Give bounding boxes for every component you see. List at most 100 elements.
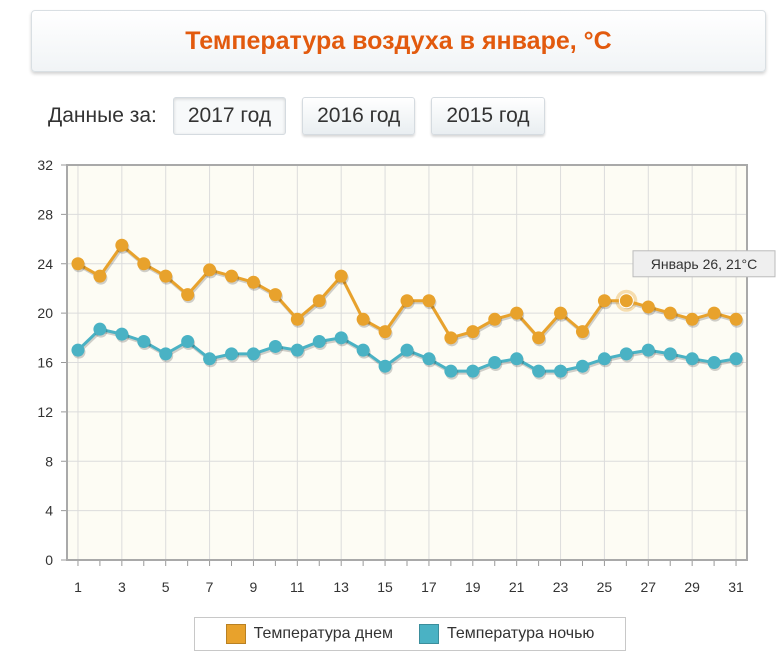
data-point — [488, 312, 502, 326]
data-point — [707, 356, 721, 369]
x-tick-label: 11 — [290, 579, 305, 595]
data-point — [575, 325, 589, 339]
data-point — [663, 347, 677, 361]
x-tick-label: 23 — [553, 579, 569, 595]
data-point — [115, 238, 129, 252]
data-point — [685, 352, 699, 366]
year-selector: Данные за: 2017 год 2016 год 2015 год — [48, 96, 561, 136]
data-point — [641, 343, 655, 357]
data-point — [246, 347, 260, 361]
legend-item-night[interactable]: Температура ночью — [419, 624, 594, 644]
data-point — [400, 294, 414, 308]
x-tick-label: 5 — [162, 579, 170, 595]
data-point — [422, 352, 436, 366]
data-point — [203, 263, 217, 277]
legend-label-night: Температура ночью — [447, 625, 595, 642]
data-point — [554, 364, 568, 378]
year-button-2017[interactable]: 2017 год — [172, 97, 287, 135]
legend-swatch-night — [419, 624, 439, 644]
tooltip-text: Январь 26, 21°C — [651, 256, 758, 272]
x-tick-label: 9 — [250, 579, 258, 595]
data-point — [312, 294, 326, 308]
data-point — [466, 364, 480, 378]
data-point — [356, 343, 370, 357]
data-point — [268, 288, 282, 302]
x-tick-label: 21 — [509, 579, 525, 595]
data-point — [619, 347, 633, 361]
legend-swatch-day — [225, 624, 246, 644]
x-tick-label: 7 — [206, 579, 214, 595]
y-tick-label: 24 — [37, 256, 53, 272]
x-tick-label: 19 — [465, 579, 481, 595]
data-point — [181, 335, 195, 349]
data-point — [225, 347, 239, 361]
data-point — [378, 325, 392, 339]
x-tick-label: 27 — [641, 579, 657, 595]
data-point — [444, 364, 458, 378]
data-point — [137, 335, 151, 349]
plot-frame — [66, 164, 748, 561]
data-point — [729, 352, 743, 366]
data-point — [597, 294, 611, 308]
y-tick-label: 0 — [45, 552, 53, 568]
data-point — [378, 359, 392, 373]
data-point — [268, 339, 282, 353]
data-point — [488, 356, 502, 369]
data-point — [663, 306, 677, 320]
x-tick-label: 31 — [728, 579, 744, 595]
data-point — [641, 300, 655, 314]
data-point — [575, 359, 589, 373]
title-panel: Температура воздуха в январе, °C — [31, 10, 766, 72]
data-point — [225, 269, 239, 283]
data-point — [334, 331, 348, 345]
data-point — [93, 269, 107, 283]
x-tick-label: 29 — [684, 579, 700, 595]
chart-legend: Температура днем Температура ночью — [194, 617, 626, 651]
data-point — [290, 343, 304, 357]
data-point — [532, 364, 546, 378]
data-point — [290, 312, 304, 326]
data-point — [707, 306, 721, 320]
y-tick-label: 8 — [45, 453, 53, 469]
y-tick-label: 12 — [37, 404, 53, 420]
data-point — [115, 327, 129, 341]
data-point — [532, 331, 546, 345]
y-tick-label: 4 — [45, 503, 53, 519]
year-button-2016[interactable]: 2016 год — [302, 97, 416, 135]
data-point — [685, 312, 699, 326]
data-point — [422, 294, 436, 308]
data-point — [71, 343, 85, 357]
data-point — [137, 257, 151, 271]
data-point — [729, 312, 743, 326]
data-point — [334, 269, 348, 283]
data-point — [71, 257, 85, 271]
data-point — [510, 306, 524, 320]
tooltip-box — [632, 250, 776, 278]
x-tick-label: 15 — [377, 579, 393, 595]
data-point — [597, 352, 611, 366]
data-point — [159, 347, 173, 361]
y-tick-label: 20 — [37, 305, 53, 321]
series-night — [71, 322, 744, 380]
data-point — [181, 288, 195, 302]
data-point — [203, 352, 217, 366]
y-tick-label: 16 — [37, 355, 53, 371]
x-tick-label: 1 — [74, 579, 82, 595]
data-point — [466, 325, 480, 339]
year-button-2015[interactable]: 2015 год — [431, 97, 545, 135]
data-point — [93, 322, 107, 336]
data-point — [356, 312, 370, 326]
legend-label-day: Температура днем — [253, 625, 393, 642]
data-point — [554, 306, 568, 320]
data-point — [246, 275, 260, 289]
highlight-point — [618, 293, 634, 309]
data-point — [312, 335, 326, 349]
data-point — [510, 352, 524, 366]
x-tick-label: 13 — [333, 579, 349, 595]
legend-item-day[interactable]: Температура днем — [225, 624, 393, 644]
data-point — [400, 343, 414, 357]
x-tick-label: 3 — [118, 579, 126, 595]
data-point — [444, 331, 458, 345]
page-title: Температура воздуха в январе, °C — [185, 26, 612, 55]
